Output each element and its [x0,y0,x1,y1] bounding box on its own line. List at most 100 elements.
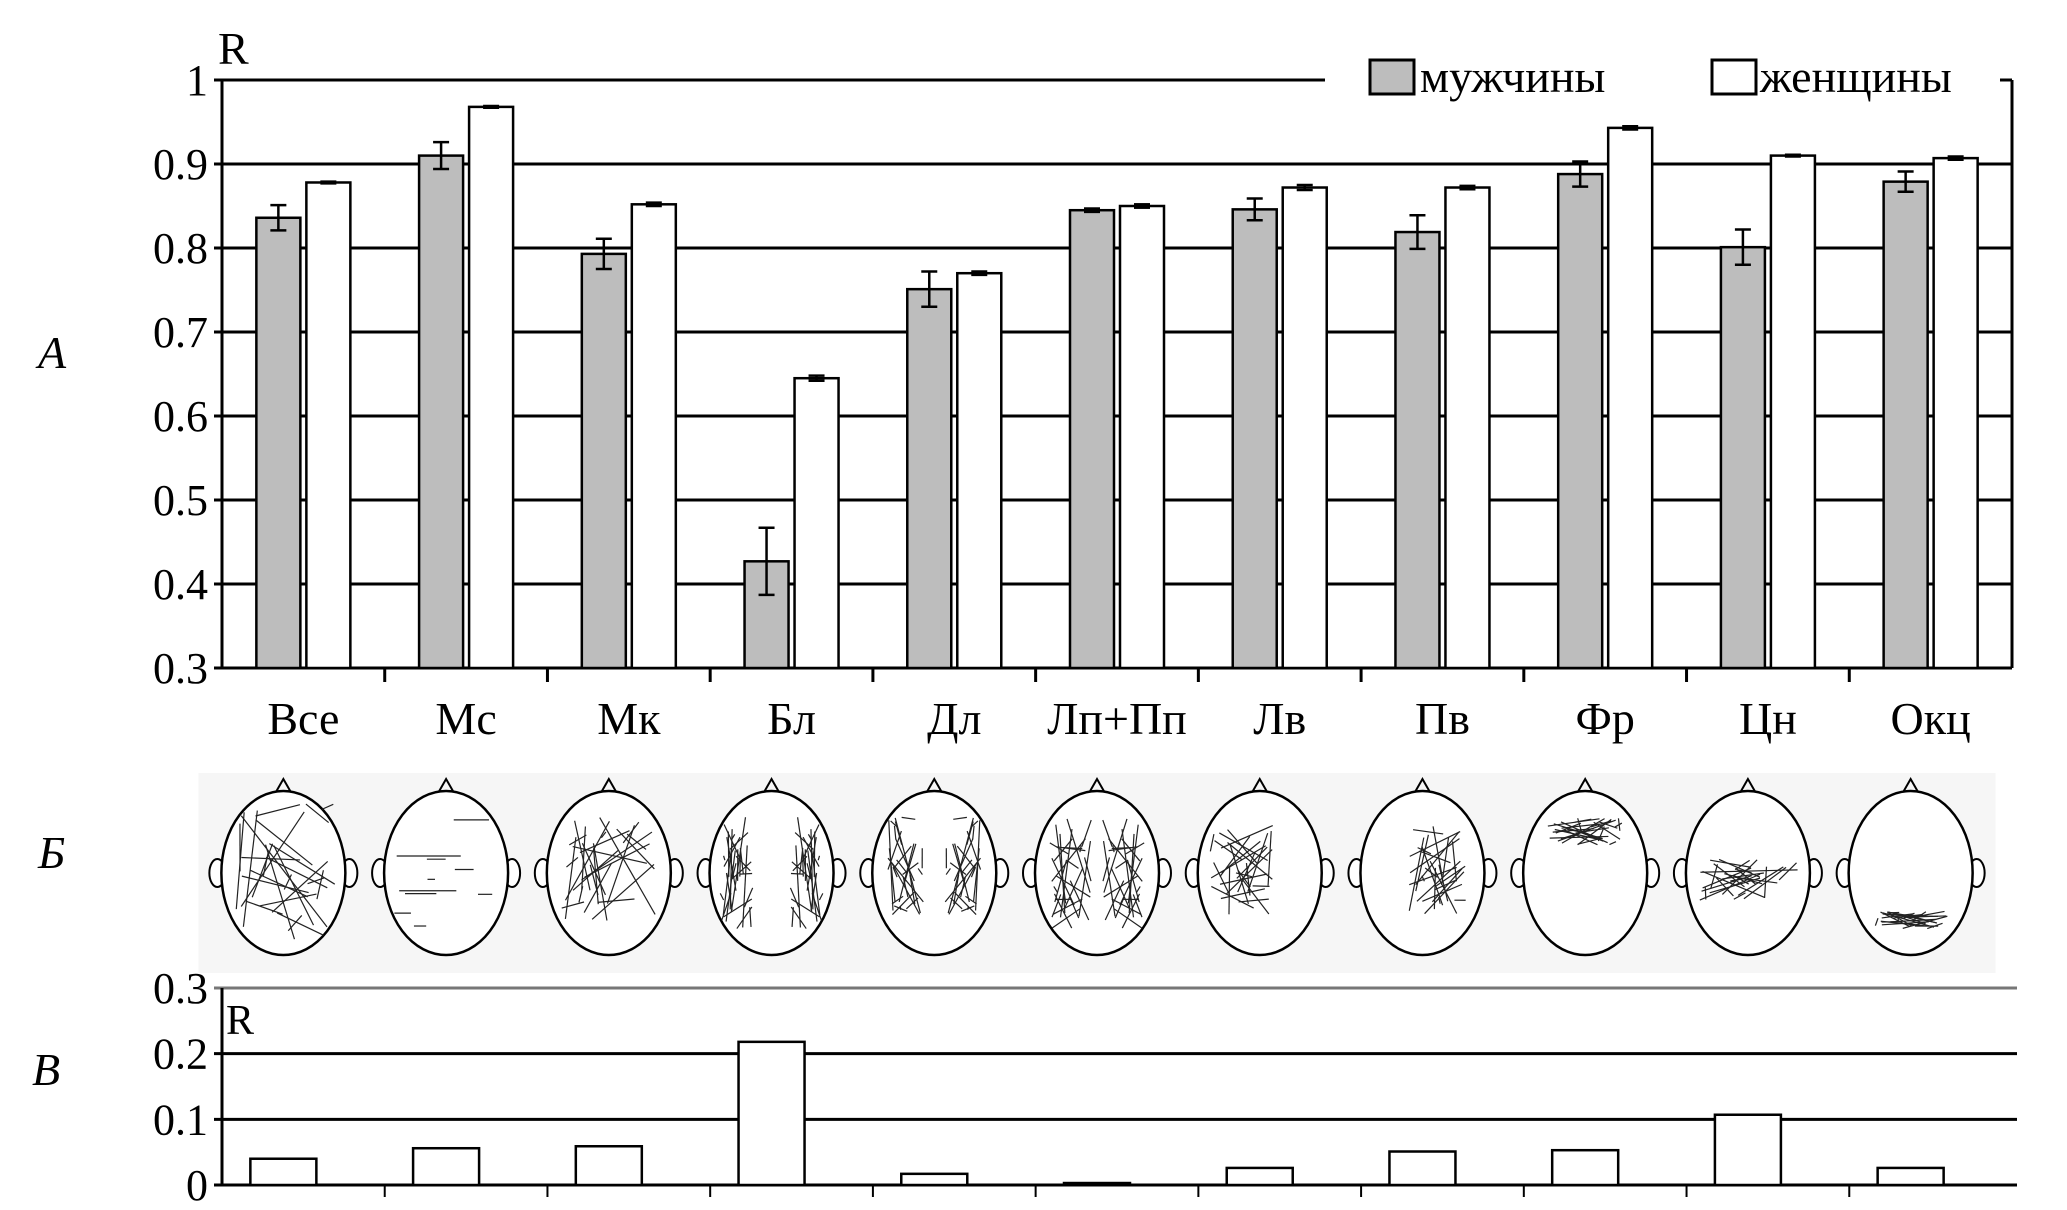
connection-line [1083,857,1092,882]
connection-line [622,821,640,844]
head-outline [220,789,347,957]
connection-line [271,860,329,913]
connection-line [1617,818,1621,831]
connection-line [956,845,976,869]
y-tick-label: 0.4 [153,560,208,609]
head-outline [1847,789,1974,957]
connection-line [564,820,610,901]
connection-line [739,847,744,874]
connection-line [1874,917,1879,926]
y-tick-label: 0.8 [153,224,208,273]
head-map-occipital [1825,773,1996,973]
bar-men [1068,208,1116,670]
connection-line [1927,922,1943,930]
connection-line [1220,888,1265,900]
bar-Бл [737,1040,806,1187]
head-outline [1196,789,1323,957]
bar-men [417,154,465,670]
connection-line [790,906,807,929]
connection-line [1119,858,1143,906]
connection-line [1227,842,1273,880]
connection-line [743,887,754,908]
connection-line [817,855,821,861]
connection-line [1111,847,1132,850]
connection-line [902,862,919,875]
connection-line [1241,878,1270,915]
x-tick-label: Дл [927,693,981,744]
connection-line [906,897,919,910]
head-map-frontal [1500,773,1671,973]
connection-line [583,862,613,913]
panel-label-c: В [32,1044,60,1095]
connection-line [730,817,747,912]
connection-line [1114,896,1125,919]
connection-line [568,834,587,846]
connection-line [1614,822,1623,828]
x-tick-label: Цн [1739,693,1797,744]
connection-line [1432,826,1443,876]
head-outline [1033,789,1161,957]
connection-line [316,870,324,900]
legend-swatch-women [1710,58,1758,96]
head-outline [708,789,835,957]
connection-line [892,866,898,878]
connection-line [802,836,820,867]
x-tick-label: Бл [767,693,816,744]
connection-line [1051,858,1075,906]
x-tick-label: Лв [1253,693,1306,744]
connection-line [802,854,804,877]
connection-line [276,912,324,936]
connection-line [789,887,800,908]
bar-Окц [1876,1166,1945,1187]
connection-line [600,831,607,839]
connection-line [1228,865,1231,915]
connection-line [735,855,751,872]
bar-women [305,181,352,670]
panel-label-b: Б [37,827,65,878]
connection-line [1412,829,1444,835]
connection-line [891,895,904,905]
connection-line [581,826,586,890]
head-map-left-right [1012,773,1182,973]
connection-line [1598,821,1618,829]
bar-women [1932,156,1979,670]
connection-line [1574,818,1592,823]
connection-line [811,892,822,921]
bar-women [956,271,1003,670]
connection-line [1049,842,1069,855]
head-outline [1684,789,1812,957]
connection-line [579,830,630,854]
bar-men [1719,245,1767,670]
y-tick-label: 0.7 [153,308,208,357]
chart-a: 0.3 0.4 0.5 0.6 0.7 0.8 0.9 1R Все Мс Мк Бл Дл Лп+Пп Л… [153,23,2014,744]
connection-line [739,854,742,877]
connection-line [1111,898,1142,915]
connection-line [903,843,917,886]
connection-line [1882,913,1933,917]
bar-women [630,203,678,670]
connection-line [1409,866,1457,886]
connection-line [259,893,317,907]
x-tick-label: Все [267,693,339,744]
connection-line [952,843,966,886]
bar-women [793,376,840,670]
connection-line [1560,821,1608,844]
x-tick-label: Фр [1576,693,1635,744]
connection-line [725,872,733,911]
bar-men [1556,172,1604,670]
connection-line [1126,859,1140,903]
connection-line [1102,857,1111,882]
connection-line [721,892,732,921]
connection-line [807,834,812,840]
connection-line [1066,859,1079,869]
connection-line [1554,828,1600,841]
legend-label-women: женщины [1759,51,1952,102]
connection-line [1424,871,1465,915]
connection-line [1102,819,1113,847]
connection-line [1408,837,1425,911]
connection-line [1429,860,1458,914]
connection-line [287,915,303,932]
connection-line [726,837,737,891]
connection-line [591,863,655,920]
